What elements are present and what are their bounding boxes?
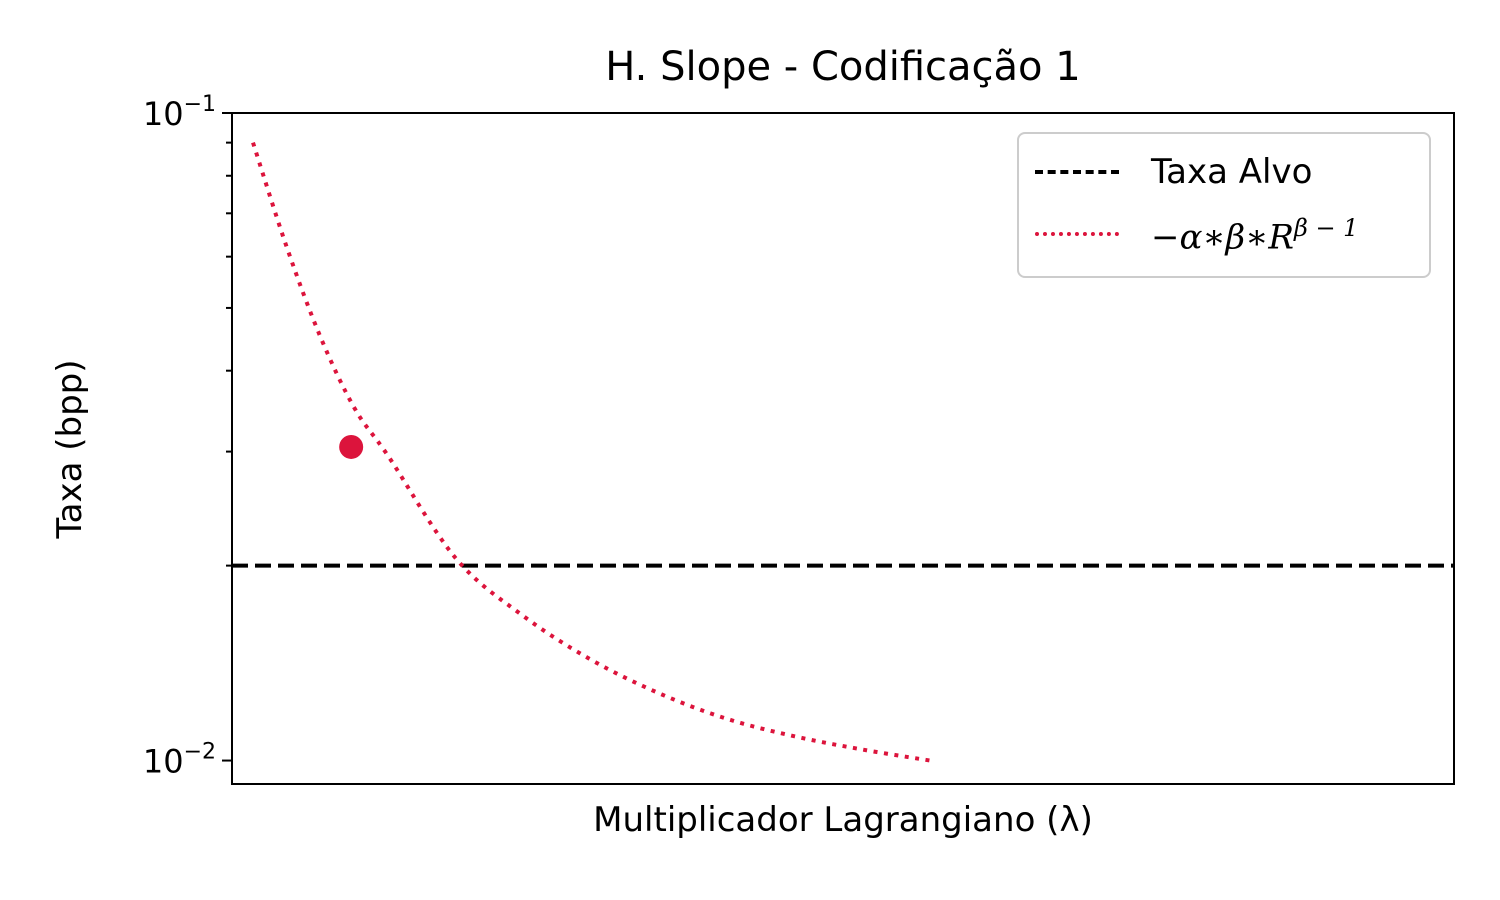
y-axis-label: Taxa (bpp) (50, 358, 90, 539)
legend-swatch-dashed (1035, 170, 1119, 174)
y-tick-label: 10−1 (143, 92, 216, 133)
legend-label-curve-exponent: β − 1 (1293, 214, 1359, 242)
y-tick-label-exponent: −2 (184, 740, 216, 765)
highlight-point (339, 434, 364, 459)
y-tick-label-base: 10 (143, 743, 184, 781)
y-tick-label-exponent: −1 (184, 92, 216, 117)
y-axis-ticks: 10−110−2 (143, 92, 232, 781)
legend-label-target: Taxa Alvo (1151, 152, 1313, 192)
y-axis-label-wrap: Taxa (bpp) (48, 113, 92, 784)
slope-curve (251, 142, 931, 763)
legend: Taxa Alvo −α∗β∗Rβ − 1 (1017, 132, 1431, 278)
legend-swatch-dotted (1035, 232, 1119, 236)
legend-entry-target: Taxa Alvo (1019, 148, 1429, 198)
plot-marks (232, 142, 1454, 763)
x-axis-label: Multiplicador Lagrangiano (λ) (593, 800, 1093, 840)
legend-label-curve: −α∗β∗Rβ − 1 (1151, 214, 1358, 257)
chart-title: H. Slope - Codificação 1 (605, 44, 1081, 90)
legend-entry-curve: −α∗β∗Rβ − 1 (1019, 210, 1429, 260)
y-tick-label-base: 10 (143, 95, 184, 133)
y-tick-label: 10−2 (143, 740, 216, 781)
legend-label-curve-base: −α∗β∗R (1151, 217, 1294, 258)
plot-frame (231, 112, 1455, 785)
